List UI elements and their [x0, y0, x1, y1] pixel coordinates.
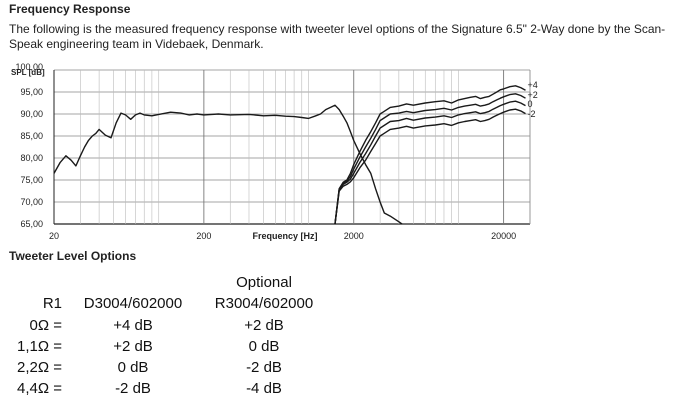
- frequency-response-chart: 65,00 70,00 75,00 80,00 85,00 90,00 95,00 100,0…: [11, 62, 538, 241]
- series-line-woofer: [53, 104, 403, 225]
- y-tick-label: 70,00: [20, 197, 43, 207]
- tweeter-options-table: Optional R1 D3004/602000 R3004/602000 0Ω…: [0, 272, 400, 408]
- r1-header: R1: [42, 295, 62, 312]
- row-r1: 1,1Ω =: [17, 338, 62, 355]
- x-axis-ticks: 20 200 2000 20000: [49, 231, 516, 241]
- row-d: -2 dB: [115, 380, 151, 397]
- y-axis-ticks: 65,00 70,00 75,00 80,00 85,00 90,00 95,00 100,0…: [15, 62, 43, 229]
- series-label: +2: [528, 90, 538, 100]
- x-tick-label: 20000: [491, 231, 516, 241]
- y-axis-label: SPL [dB]: [11, 68, 45, 77]
- row-r: 0 dB: [248, 338, 280, 355]
- y-tick-label: 75,00: [20, 175, 43, 185]
- d3004-header: D3004/602000: [83, 295, 183, 312]
- y-tick-label: 65,00: [20, 219, 43, 229]
- series-line-tweeter: [334, 100, 526, 225]
- y-tick-label: 85,00: [20, 131, 43, 141]
- y-tick-label: 100,00: [15, 62, 43, 72]
- series-label: +4: [528, 80, 538, 90]
- series-label: -2: [528, 109, 536, 119]
- row-r1: 4,4Ω =: [17, 380, 62, 397]
- series-labels: +4+20-2: [528, 80, 538, 119]
- series-label: 0: [528, 99, 533, 109]
- series-line-tweeter: [334, 85, 526, 225]
- row-d: +4 dB: [113, 317, 153, 334]
- x-axis-label: Frequency [Hz]: [252, 231, 317, 241]
- row-r1: 0Ω =: [29, 317, 62, 334]
- row-r1: 2,2Ω =: [17, 359, 62, 376]
- row-r: +2 dB: [244, 317, 284, 334]
- row-r: -4 dB: [246, 380, 282, 397]
- tweeter-level-options-heading: Tweeter Level Options: [9, 249, 137, 263]
- row-d: 0 dB: [117, 359, 149, 376]
- row-r: -2 dB: [246, 359, 282, 376]
- series-line-tweeter: [334, 108, 526, 225]
- y-tick-label: 90,00: [20, 109, 43, 119]
- chart-grid: [53, 69, 531, 225]
- r3004-header: R3004/602000: [214, 295, 314, 312]
- row-d: +2 dB: [113, 338, 153, 355]
- x-tick-label: 200: [196, 231, 211, 241]
- series-line-tweeter: [334, 93, 526, 225]
- chart-series: [53, 85, 526, 225]
- x-tick-label: 20: [49, 231, 59, 241]
- optional-header: Optional: [236, 274, 292, 291]
- y-tick-label: 95,00: [20, 87, 43, 97]
- y-tick-label: 80,00: [20, 153, 43, 163]
- x-tick-label: 2000: [344, 231, 364, 241]
- frequency-response-heading: Frequency Response: [9, 2, 131, 16]
- intro-paragraph: The following is the measured frequency …: [9, 22, 666, 51]
